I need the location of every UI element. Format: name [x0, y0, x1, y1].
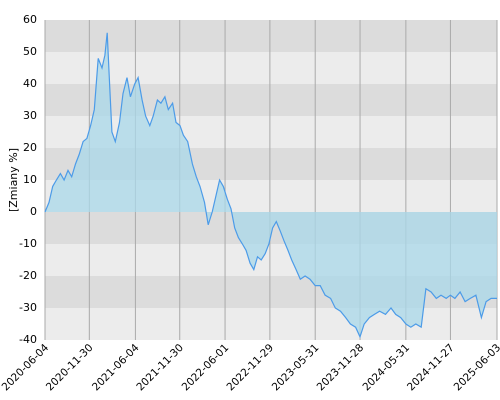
x-tick-label: 2021-11-30 [134, 342, 186, 394]
grid-band [45, 20, 497, 52]
grid-band [45, 308, 497, 340]
y-tick-label: -40 [19, 333, 37, 346]
y-tick-label: -20 [19, 269, 37, 282]
line [44, 32, 497, 339]
x-tick-label: 2025-06-03 [452, 342, 500, 394]
x-tick-label: 2022-11-29 [224, 342, 276, 394]
x-tick-label: 2023-05-31 [270, 342, 322, 394]
grid-band [45, 52, 497, 84]
x-tick-label: 2024-11-27 [405, 342, 457, 394]
y-tick-label: 40 [23, 77, 37, 90]
y-tick-label: -30 [19, 301, 37, 314]
y-tick-label: 50 [23, 45, 37, 58]
y-tick-label: 20 [23, 141, 37, 154]
x-tick-label: 2023-11-28 [315, 342, 367, 394]
y-tick-label: 30 [23, 109, 37, 122]
x-tick-label: 2020-11-30 [44, 342, 96, 394]
y-tick-label: 10 [23, 173, 37, 186]
y-tick-label: 60 [23, 13, 37, 26]
y-tick-label: -10 [19, 237, 37, 250]
grid-band [45, 84, 497, 116]
area-fill [45, 32, 497, 337]
x-tick-label: 2024-05-31 [360, 342, 412, 394]
y-tick-label: 0 [30, 205, 37, 218]
x-tick-label: 2022-06-01 [180, 342, 232, 394]
y-axis-label: [Zmiany %] [7, 148, 20, 212]
